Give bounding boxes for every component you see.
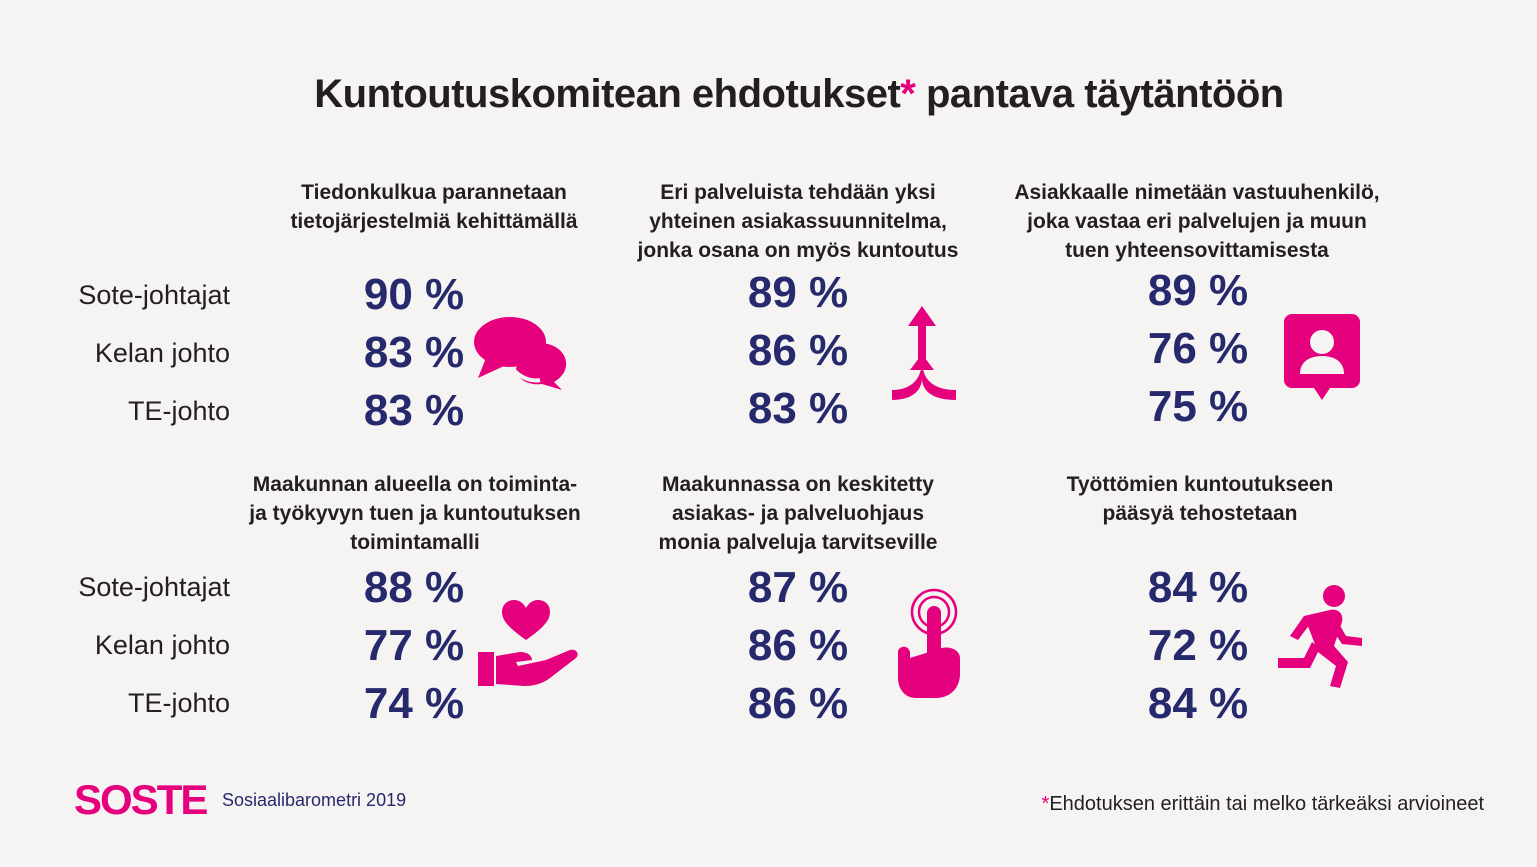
panel-5-value-te: 86 % bbox=[747, 679, 849, 728]
panel-6-value-te: 84 % bbox=[1147, 679, 1249, 728]
page-title: Kuntoutuskomitean ehdotukset* pantava tä… bbox=[314, 72, 1284, 116]
panel-2-value-te: 83 % bbox=[747, 384, 849, 433]
panel-1-value-sote: 90 % bbox=[363, 270, 465, 319]
touch-hand-icon bbox=[898, 588, 960, 698]
panel-3-heading: Asiakkaalle nimetään vastuuhenkilö, joka … bbox=[1014, 181, 1380, 262]
source-label: Sosiaalibarometri 2019 bbox=[222, 790, 407, 810]
panel-5-value-sote: 87 % bbox=[747, 563, 849, 612]
panel-4-value-sote: 88 % bbox=[363, 563, 465, 612]
panel-3-value-te: 75 % bbox=[1147, 382, 1249, 431]
panel-3-value-kela: 76 % bbox=[1147, 324, 1249, 373]
panel-5-heading: Maakunnassa on keskitetty asiakas- ja pal… bbox=[658, 473, 938, 554]
soste-logo: SOSTE bbox=[74, 776, 208, 823]
row-label-kela-bottom: Kelan johto bbox=[94, 630, 230, 660]
merge-arrows-icon bbox=[892, 306, 956, 400]
panel-2-value-kela: 86 % bbox=[747, 326, 849, 375]
panel-4-value-te: 74 % bbox=[363, 679, 465, 728]
panel-2-value-sote: 89 % bbox=[747, 268, 849, 317]
panel-6-heading: Työttömien kuntoutukseen pääsyä tehosteta… bbox=[1066, 473, 1334, 525]
row-label-sote-bottom: Sote-johtajat bbox=[78, 572, 230, 602]
row-label-te-bottom: TE-johto bbox=[127, 688, 230, 718]
row-label-kela-top: Kelan johto bbox=[94, 338, 230, 368]
footnote: *Ehdotuksen erittäin tai melko tärkeäksi… bbox=[1041, 793, 1484, 815]
panel-5-value-kela: 86 % bbox=[747, 621, 849, 670]
running-person-icon bbox=[1278, 585, 1362, 688]
panel-1-value-te: 83 % bbox=[363, 386, 465, 435]
panel-4-value-kela: 77 % bbox=[363, 621, 465, 670]
panel-4-heading: Maakunnan alueella on toiminta-ja työkyv… bbox=[249, 473, 581, 554]
row-label-te-top: TE-johto bbox=[127, 396, 230, 426]
panel-1-heading: Tiedonkulkua parannetaan tietojärjestelmi… bbox=[290, 181, 578, 233]
heart-in-hand-icon bbox=[478, 600, 578, 686]
contact-person-icon bbox=[1284, 314, 1360, 400]
chat-bubbles-icon bbox=[474, 317, 567, 390]
panel-1-value-kela: 83 % bbox=[363, 328, 465, 377]
panel-2-heading: Eri palveluista tehdään yksi yhteinen asi… bbox=[637, 181, 959, 262]
panel-6-value-kela: 72 % bbox=[1147, 621, 1249, 670]
panel-3-value-sote: 89 % bbox=[1147, 266, 1249, 315]
row-label-sote-top: Sote-johtajat bbox=[78, 280, 230, 310]
panel-6-value-sote: 84 % bbox=[1147, 563, 1249, 612]
